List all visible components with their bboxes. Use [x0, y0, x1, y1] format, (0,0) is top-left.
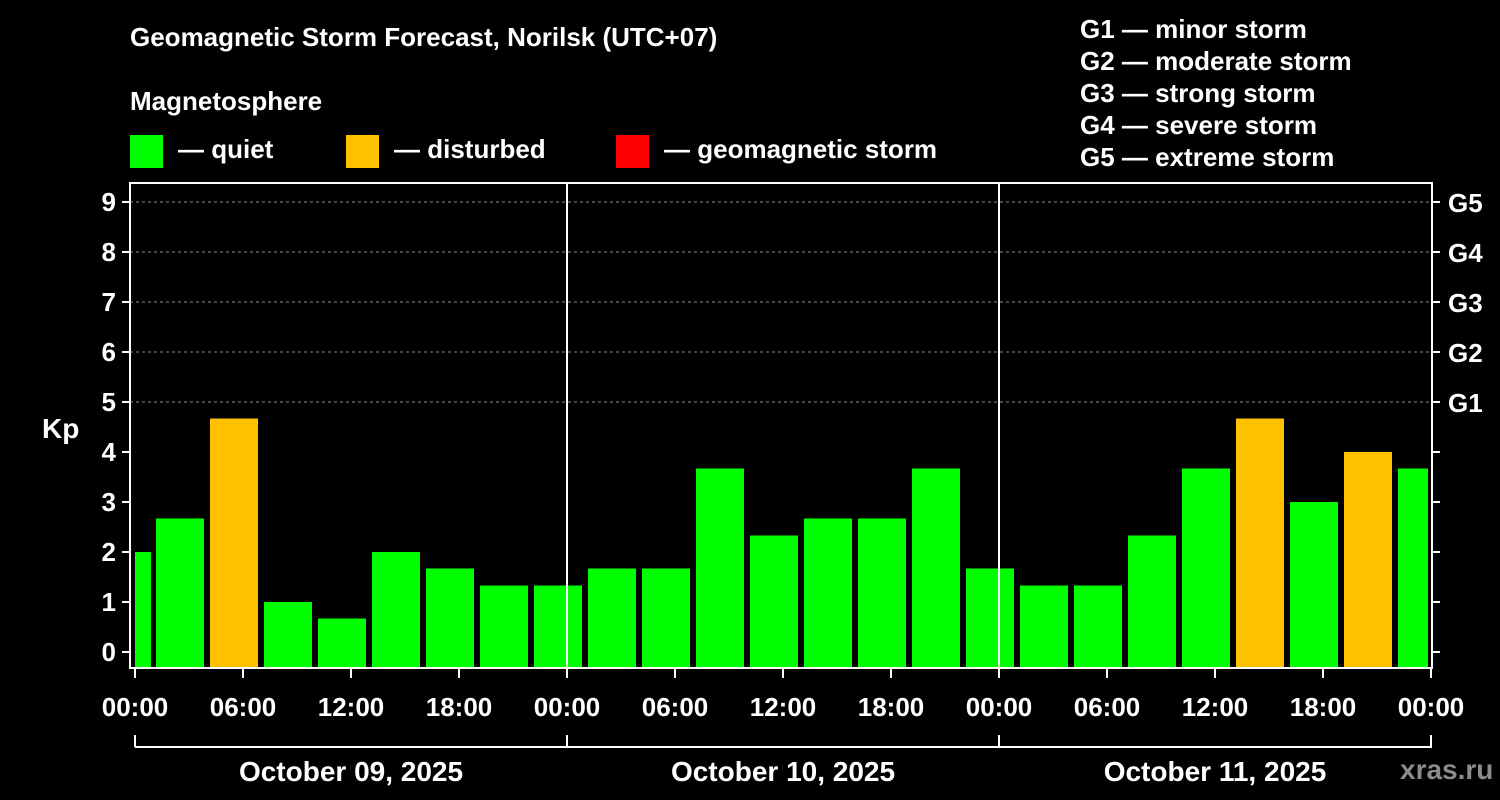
legend-swatch-disturbed [346, 135, 379, 168]
bar-22 [1344, 452, 1392, 668]
legend-label-quiet: — quiet [178, 134, 274, 164]
x-tick-label-9: 06:00 [1074, 692, 1141, 722]
bar-18 [1128, 535, 1176, 668]
x-tick-label-8: 00:00 [966, 692, 1033, 722]
y-tick-label-1: 1 [102, 587, 116, 617]
x-tick-label-3: 18:00 [426, 692, 493, 722]
bar-12 [804, 518, 852, 668]
bar-7 [534, 585, 582, 668]
y-tick-label-3: 3 [102, 487, 116, 517]
y-tick-label-4: 4 [102, 437, 117, 467]
bar-5 [426, 568, 474, 668]
x-tick-label-6: 12:00 [750, 692, 817, 722]
storm-scale-g5: G5 — extreme storm [1080, 142, 1335, 172]
y-tick-label-8: 8 [102, 237, 116, 267]
bar-21 [1290, 502, 1338, 668]
right-label-G3: G3 [1448, 288, 1483, 318]
bar-0 [156, 518, 204, 668]
bar-17 [1074, 585, 1122, 668]
x-tick-label-12: 00:00 [1398, 692, 1465, 722]
bar-20 [1236, 418, 1284, 668]
legend-swatch-quiet [130, 135, 163, 168]
y-tick-label-5: 5 [102, 387, 116, 417]
chart-title: Geomagnetic Storm Forecast, Norilsk (UTC… [130, 22, 718, 52]
bar-10 [696, 468, 744, 668]
y-tick-label-0: 0 [102, 637, 116, 667]
y-tick-label-6: 6 [102, 337, 116, 367]
bar-19 [1182, 468, 1230, 668]
storm-scale-g3: G3 — strong storm [1080, 78, 1316, 108]
x-tick-label-4: 00:00 [534, 692, 601, 722]
day-label-0: October 09, 2025 [239, 756, 463, 787]
bar-23 [1398, 468, 1428, 668]
bar-1 [210, 418, 258, 668]
legend-heading: Magnetosphere [130, 86, 323, 116]
right-label-G5: G5 [1448, 188, 1483, 218]
bar-2 [264, 602, 312, 668]
plot-frame [129, 182, 1433, 669]
day-label-2: October 11, 2025 [1104, 756, 1327, 787]
storm-scale-g1: G1 — minor storm [1080, 14, 1307, 44]
y-tick-label-7: 7 [102, 287, 116, 317]
bar-8 [588, 568, 636, 668]
right-label-G2: G2 [1448, 338, 1483, 368]
y-axis-label: Kp [42, 413, 79, 444]
x-tick-label-2: 12:00 [318, 692, 385, 722]
y-tick-label-9: 9 [102, 187, 116, 217]
storm-scale-g2: G2 — moderate storm [1080, 46, 1352, 76]
legend-label-storm: — geomagnetic storm [664, 134, 938, 164]
x-tick-label-0: 00:00 [102, 692, 169, 722]
watermark: xras.ru [1400, 754, 1494, 785]
bar-3 [318, 618, 366, 668]
x-tick-label-10: 12:00 [1182, 692, 1249, 722]
x-tick-label-11: 18:00 [1290, 692, 1357, 722]
x-tick-label-1: 06:00 [210, 692, 277, 722]
right-label-G4: G4 [1448, 238, 1483, 268]
day-label-1: October 10, 2025 [671, 756, 895, 787]
bar-9 [642, 568, 690, 668]
bar-4 [372, 552, 420, 668]
right-label-G1: G1 [1448, 388, 1483, 418]
bar-16 [1020, 585, 1068, 668]
y-tick-label-2: 2 [102, 537, 116, 567]
bar-partial-start [135, 552, 151, 668]
bar-11 [750, 535, 798, 668]
legend-label-disturbed: — disturbed [394, 134, 546, 164]
bar-6 [480, 585, 528, 668]
bar-14 [912, 468, 960, 668]
x-tick-label-7: 18:00 [858, 692, 925, 722]
bar-13 [858, 518, 906, 668]
legend-swatch-storm [616, 135, 649, 168]
storm-scale-g4: G4 — severe storm [1080, 110, 1318, 140]
x-tick-label-5: 06:00 [642, 692, 709, 722]
bar-15 [966, 568, 1014, 668]
